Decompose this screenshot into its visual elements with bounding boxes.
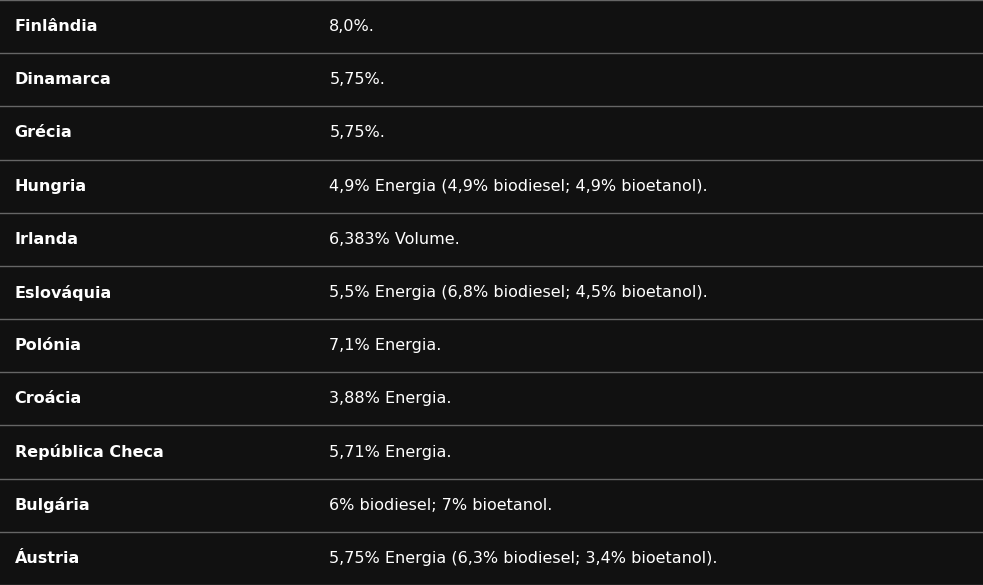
Text: 7,1% Energia.: 7,1% Energia. — [329, 338, 441, 353]
Text: 5,75%.: 5,75%. — [329, 73, 385, 87]
Text: 5,5% Energia (6,8% biodiesel; 4,5% bioetanol).: 5,5% Energia (6,8% biodiesel; 4,5% bioet… — [329, 285, 708, 300]
Text: 5,71% Energia.: 5,71% Energia. — [329, 445, 452, 460]
Text: 6% biodiesel; 7% bioetanol.: 6% biodiesel; 7% bioetanol. — [329, 498, 552, 512]
Text: 5,75% Energia (6,3% biodiesel; 3,4% bioetanol).: 5,75% Energia (6,3% biodiesel; 3,4% bioe… — [329, 551, 718, 566]
Text: 4,9% Energia (4,9% biodiesel; 4,9% bioetanol).: 4,9% Energia (4,9% biodiesel; 4,9% bioet… — [329, 178, 708, 194]
Text: Polónia: Polónia — [15, 338, 82, 353]
Text: 8,0%.: 8,0%. — [329, 19, 376, 34]
Text: 5,75%.: 5,75%. — [329, 125, 385, 140]
Text: Croácia: Croácia — [15, 391, 82, 407]
Text: Dinamarca: Dinamarca — [15, 73, 111, 87]
Text: Grécia: Grécia — [15, 125, 73, 140]
Text: República Checa: República Checa — [15, 444, 163, 460]
Text: Irlanda: Irlanda — [15, 232, 79, 247]
Text: 6,383% Volume.: 6,383% Volume. — [329, 232, 460, 247]
Text: Hungria: Hungria — [15, 178, 87, 194]
Text: Áustria: Áustria — [15, 551, 80, 566]
Text: Finlândia: Finlândia — [15, 19, 98, 34]
Text: 3,88% Energia.: 3,88% Energia. — [329, 391, 452, 407]
Text: Bulgária: Bulgária — [15, 497, 90, 513]
Text: Eslováquia: Eslováquia — [15, 284, 112, 301]
